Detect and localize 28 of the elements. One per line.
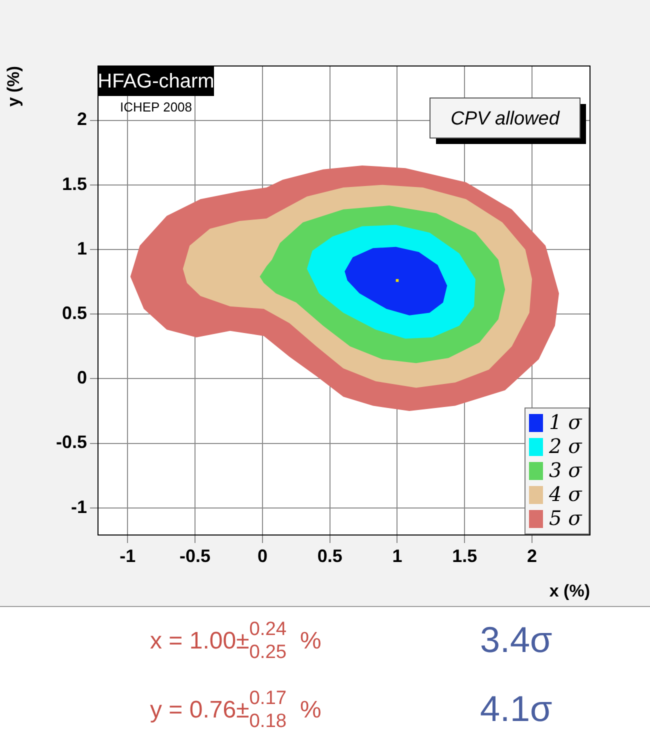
x-tick-label: -1 [120, 546, 136, 566]
legend-label: 5 σ [549, 506, 584, 530]
legend-label: 3 σ [549, 458, 584, 482]
x-tick-label: 1.5 [452, 546, 478, 566]
annotation: ICHEP 2008 [120, 100, 192, 115]
y-tick-label: 0 [76, 368, 87, 388]
y-tick-label: -1 [70, 496, 87, 517]
y-tick-label: 2 [76, 109, 87, 130]
y-tick-label: 0.5 [62, 303, 87, 324]
x-axis-title: x (%) [549, 581, 590, 600]
text: 4.1σ [480, 688, 554, 732]
text: 3.4σ [480, 619, 554, 662]
x-tick-label: 0 [257, 546, 268, 566]
x-tick-label: -0.5 [180, 546, 211, 566]
y-tick-label: -0.5 [56, 432, 87, 452]
legend-label: 1 σ [549, 410, 584, 434]
y-tick-label: 1.5 [62, 174, 87, 194]
y-tick-label: 1 [76, 238, 87, 258]
x-tick-label: 0.5 [317, 546, 342, 566]
x-tick-label: 2 [527, 546, 538, 566]
text: x = 1.00±$^{0.24}$$_{0.25}$ % [150, 619, 322, 664]
annotation: HFAG-charm [98, 70, 214, 93]
legend-label: 2 σ [548, 434, 584, 458]
legend-label: 4 σ [548, 482, 584, 506]
x-tick-label: 1 [392, 546, 402, 566]
text: y = 0.76±$^{0.17}$$_{0.18}$ % [150, 688, 322, 734]
annotation: CPV allowed [450, 108, 561, 130]
y-axis-title: y (%) [4, 66, 23, 107]
